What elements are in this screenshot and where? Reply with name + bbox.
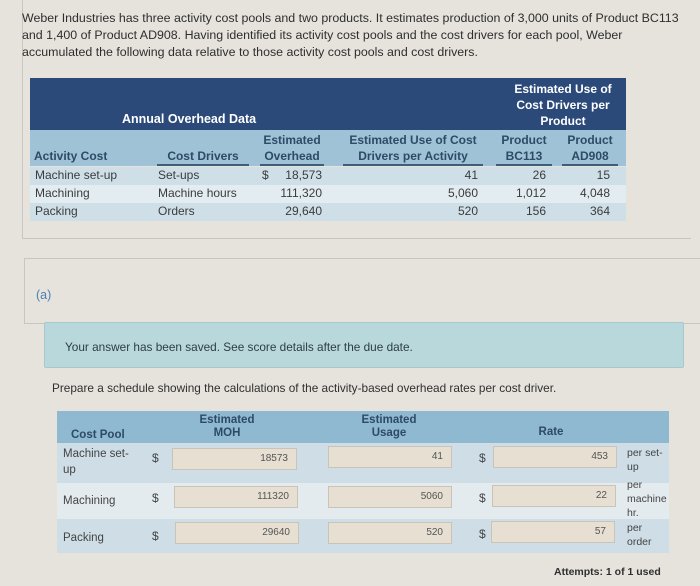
currency-symbol: $	[152, 529, 159, 543]
instruction-text: Prepare a schedule showing the calculati…	[52, 381, 557, 395]
table-row: Packing Orders 29,640 520 156 364	[30, 203, 626, 221]
header-cost-pool: Cost Pool	[71, 429, 125, 441]
usage-input[interactable]: 520	[328, 522, 452, 544]
schedule-row: Machine set-up $ 18573 41 $ 453 per set-…	[57, 443, 669, 483]
bc113-cell: 156	[525, 204, 546, 218]
overhead-cell: 111,320	[280, 186, 322, 200]
problem-intro: Weber Industries has three activity cost…	[22, 11, 679, 59]
header-rate: Rate	[538, 426, 564, 438]
schedule-row: Machining $ 111320 5060 $ 22 per machine…	[57, 479, 669, 519]
cost-pool-label: Machine set-up	[63, 448, 129, 476]
pool-cell: Machine set-up	[35, 168, 118, 182]
pool-cell: Packing	[35, 204, 78, 218]
cost-pool-label: Packing	[63, 532, 104, 544]
table-title: Annual Overhead Data	[122, 112, 257, 126]
problem-card	[22, 0, 691, 239]
driver-cell: Machine hours	[158, 186, 237, 200]
ad908-cell: 15	[596, 168, 610, 182]
use-cell: 41	[464, 168, 478, 182]
bc113-cell: 26	[532, 168, 546, 182]
header-estimated-moh: Estimated MOH	[199, 414, 255, 439]
header-cost-drivers: Cost Drivers	[157, 148, 249, 166]
schedule-header-row: Cost Pool Estimated MOH Estimated Usage …	[57, 411, 669, 443]
pool-cell: Machining	[35, 186, 90, 200]
table-title-band: Annual Overhead Data Estimated Use of Co…	[30, 78, 626, 130]
header-product-ad908: Product AD908	[562, 132, 618, 166]
table-row: Machining Machine hours 111,320 5,060 1,…	[30, 185, 626, 203]
header-estimated-usage: Estimated Usage	[361, 414, 417, 439]
saved-notice: Your answer has been saved. See score de…	[44, 322, 684, 368]
moh-input[interactable]: 29640	[175, 522, 299, 544]
use-cell: 520	[457, 204, 478, 218]
ad908-cell: 364	[589, 204, 610, 218]
rate-input[interactable]: 57	[491, 521, 615, 543]
rate-unit: per machine hr.	[627, 479, 667, 519]
usage-input[interactable]: 41	[328, 446, 452, 468]
header-product-bc113: Product BC113	[496, 132, 552, 166]
currency-symbol: $	[479, 451, 486, 465]
overhead-cell: 18,573	[285, 168, 322, 182]
table-header-row: Activity Cost Pool Cost Drivers Estimate…	[30, 130, 626, 182]
currency-symbol: $	[479, 491, 486, 505]
ad908-cell: 4,048	[579, 186, 610, 200]
driver-cell: Orders	[158, 204, 195, 218]
bc113-cell: 1,012	[515, 186, 546, 200]
table-row: Machine set-up Set-ups $ 18,573 41 26 15	[30, 167, 626, 185]
rate-unit: per order	[627, 522, 652, 548]
usage-input[interactable]: 5060	[328, 486, 452, 508]
overhead-cell: 29,640	[285, 204, 322, 218]
use-cell: 5,060	[447, 186, 478, 200]
moh-input[interactable]: 18573	[172, 448, 297, 470]
driver-cell: Set-ups	[158, 168, 200, 182]
rate-unit: per set-up	[627, 447, 663, 473]
part-a-label: (a)	[36, 288, 52, 302]
rates-schedule: Cost Pool Estimated MOH Estimated Usage …	[57, 411, 669, 553]
rate-input[interactable]: 453	[493, 446, 617, 468]
part-a-header-card	[24, 258, 700, 324]
moh-input[interactable]: 111320	[174, 486, 298, 508]
product-group-title: Estimated Use of Cost Drivers per Produc…	[514, 82, 612, 128]
currency-symbol: $	[479, 527, 486, 541]
currency-symbol: $	[152, 451, 159, 465]
rate-input[interactable]: 22	[492, 485, 616, 507]
attempts-status: Attempts: 1 of 1 used	[554, 566, 661, 578]
currency-symbol: $	[152, 491, 159, 505]
cost-pool-label: Machining	[63, 495, 116, 507]
header-estimated-overhead: Estimated Overhead	[260, 132, 324, 166]
schedule-row: Packing $ 29640 520 $ 57 per order	[57, 519, 669, 553]
header-use-per-activity: Estimated Use of Cost Drivers per Activi…	[343, 132, 483, 166]
saved-message: Your answer has been saved. See score de…	[65, 340, 413, 354]
currency-symbol: $	[262, 168, 269, 182]
